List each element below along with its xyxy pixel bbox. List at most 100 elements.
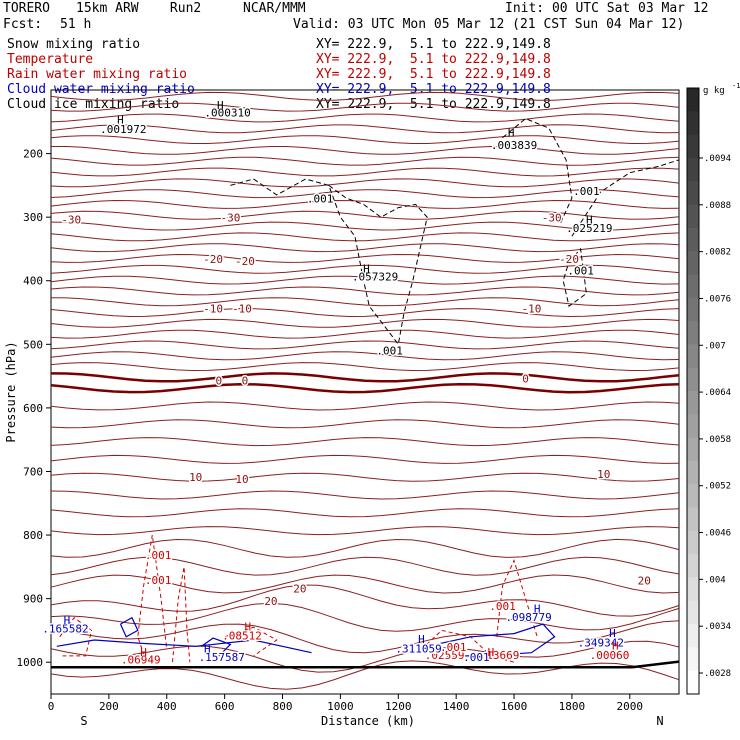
temperature-label-10: 0 bbox=[242, 374, 249, 387]
temperature-label-0: -30 bbox=[61, 214, 81, 227]
high-marker-9: H bbox=[609, 627, 616, 640]
high-marker-3: H bbox=[508, 126, 515, 139]
colorbar-swatch-5 bbox=[687, 204, 699, 229]
snow-contours bbox=[230, 118, 680, 346]
rain-label-9: .06949 bbox=[121, 653, 161, 666]
temperature-label-17: 20 bbox=[638, 575, 651, 588]
temperature-label-11: 0 bbox=[522, 372, 529, 385]
rain-label-1: .001 bbox=[145, 574, 172, 587]
snow-label-4: .001 bbox=[573, 185, 600, 198]
legend-temperature-label: Temperature bbox=[7, 52, 94, 67]
x-tick-label-1600: 1600 bbox=[501, 700, 528, 713]
temperature-contour-17 bbox=[50, 275, 680, 285]
colorbar-swatch-19 bbox=[687, 530, 699, 555]
temperature-label-13: 10 bbox=[235, 473, 248, 486]
temperature-label-15: 20 bbox=[293, 582, 306, 595]
temperature-contour-15 bbox=[50, 253, 680, 263]
colorbar-swatch-6 bbox=[687, 227, 699, 252]
x-tick-label-1000: 1000 bbox=[327, 700, 354, 713]
colorbar-tick-label-3: .0076 bbox=[704, 294, 731, 304]
temperature-contour-33 bbox=[50, 490, 680, 500]
colorbar-swatch-10 bbox=[687, 321, 699, 345]
colorbar-swatch-3 bbox=[687, 157, 699, 182]
y-tick-label-1000: 1000 bbox=[17, 656, 44, 669]
axes: 0 200 400 600 800 1000 1200 1400 1600 1800 2000200… bbox=[17, 148, 644, 713]
temperature-contour-36 bbox=[50, 538, 680, 558]
temperature-contour-9 bbox=[50, 189, 680, 199]
run-info: 15km ARW Run2 bbox=[76, 1, 202, 16]
high-marker-4: H bbox=[586, 214, 593, 227]
temperature-contour-16 bbox=[50, 264, 680, 274]
snow-contour-2 bbox=[571, 159, 680, 237]
temperature-contour-11 bbox=[50, 210, 680, 220]
temperature-label-2: -30 bbox=[542, 212, 562, 225]
snow-contour-1 bbox=[502, 118, 573, 224]
snow-label-2: .001 bbox=[376, 344, 403, 357]
legend-temperature-xy: XY= 222.9, 5.1 to 222.9,149.8 bbox=[316, 52, 551, 67]
temperature-label-6: -10 bbox=[203, 303, 223, 316]
cloud-label-3: .001 bbox=[463, 651, 490, 664]
temperature-contour-12 bbox=[50, 221, 680, 231]
temperature-label-4: -20 bbox=[235, 255, 255, 268]
x-tick-label-200: 200 bbox=[99, 700, 119, 713]
colorbar-swatch-23 bbox=[687, 624, 699, 648]
colorbar-unit: g kg bbox=[703, 86, 725, 96]
temperature-contour-7 bbox=[50, 167, 680, 177]
legend-rain-label: Rain water mixing ratio bbox=[7, 67, 188, 82]
temperature-contour-40 bbox=[50, 602, 680, 632]
temperature-contour-34 bbox=[50, 508, 680, 518]
rain-label-0: .001 bbox=[145, 549, 172, 562]
x-tick-label-400: 400 bbox=[157, 700, 177, 713]
rain-label-8: .00060 bbox=[590, 649, 630, 662]
high-marker-2: H bbox=[363, 262, 370, 275]
colorbar-tick-label-5: .0064 bbox=[704, 388, 731, 398]
temperature-contour-25 bbox=[50, 362, 680, 372]
y-tick-label-800: 800 bbox=[23, 529, 43, 542]
snow-contour-0 bbox=[230, 178, 428, 346]
colorbar-tick-label-2: .0082 bbox=[704, 248, 731, 258]
rain-contour-0 bbox=[137, 535, 168, 663]
high-marker-0: H bbox=[117, 114, 124, 127]
snow-label-7: .001972 bbox=[100, 123, 146, 136]
colorbar-swatch-1 bbox=[687, 111, 699, 136]
temperature-contour-20 bbox=[50, 308, 680, 318]
colorbar-tick-label-10: .0034 bbox=[704, 622, 731, 632]
temperature-contour-21 bbox=[50, 318, 680, 328]
temperature-contour-30 bbox=[50, 437, 680, 447]
temperature-contour-42 bbox=[50, 640, 680, 673]
colorbar-tick-label-8: .0046 bbox=[704, 529, 731, 539]
high-marker-1: H bbox=[217, 99, 224, 112]
snow-label-8: .000310 bbox=[204, 107, 250, 120]
high-marker-8: H bbox=[534, 603, 541, 616]
rain-contour-2 bbox=[59, 617, 93, 657]
y-tick-label-400: 400 bbox=[23, 275, 43, 288]
temperature-contour-8 bbox=[50, 178, 680, 188]
y-tick-label-700: 700 bbox=[23, 465, 43, 478]
snow-label-6: .001 bbox=[567, 264, 594, 277]
colorbar-swatch-22 bbox=[687, 600, 699, 625]
temperature-contour-0 bbox=[50, 91, 680, 101]
x-tick-label-2000: 2000 bbox=[617, 700, 644, 713]
colorbar-swatch-11 bbox=[687, 344, 699, 369]
colorbar-swatch-7 bbox=[687, 251, 699, 275]
contour-labels: -30 -30 -30 -20 -20 -20 -10 -10 -10 0 0 0 10 10 10 20 20… bbox=[41, 99, 653, 668]
temperature-contour-4 bbox=[50, 135, 680, 145]
temperature-contours bbox=[50, 91, 680, 690]
colorbar-swatch-8 bbox=[687, 274, 699, 299]
colorbar-swatch-9 bbox=[687, 297, 699, 322]
temperature-label-8: -10 bbox=[521, 303, 541, 316]
high-marker-11: H bbox=[488, 646, 495, 659]
snow-contour-3 bbox=[562, 247, 587, 308]
temperature-contour-19 bbox=[50, 297, 680, 307]
y-tick-label-600: 600 bbox=[23, 402, 43, 415]
cloud-label-0: .165582 bbox=[42, 622, 88, 635]
cloud-label-5: .349342 bbox=[578, 636, 624, 649]
colorbar-swatch-16 bbox=[687, 460, 699, 485]
rain-label-4: .001 bbox=[489, 600, 516, 613]
temperature-contour-35 bbox=[50, 526, 680, 536]
colorbar-swatch-18 bbox=[687, 507, 699, 532]
temperature-label-18: 20 bbox=[429, 643, 442, 656]
temperature-contour-38 bbox=[50, 574, 680, 594]
x-tick-label-600: 600 bbox=[215, 700, 235, 713]
